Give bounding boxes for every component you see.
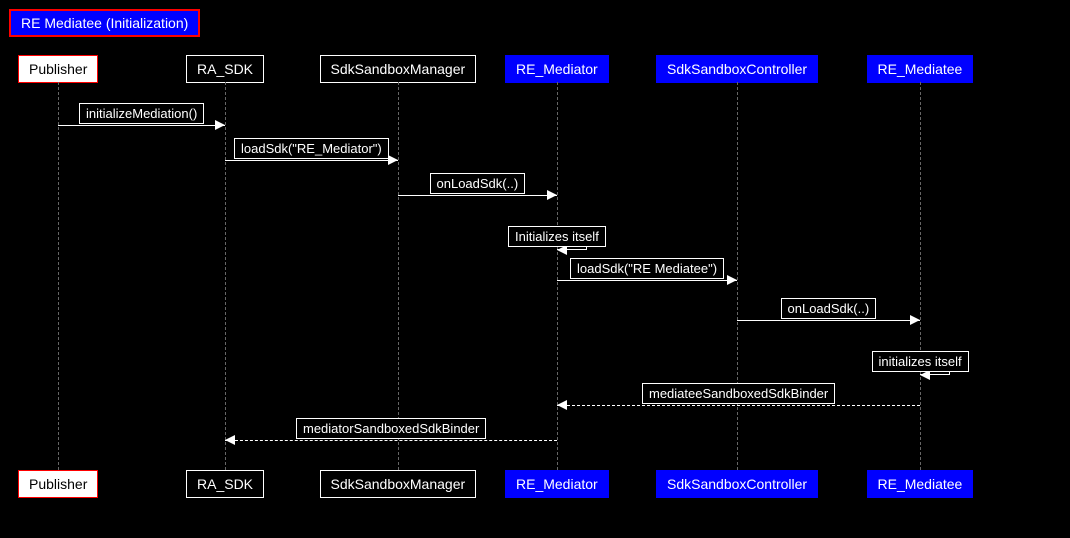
message-arrow-4 xyxy=(557,280,737,281)
message-label-8: mediatorSandboxedSdkBinder xyxy=(296,418,486,439)
participant-med: RE_Mediator xyxy=(505,470,609,498)
arrowhead-icon xyxy=(910,315,920,325)
participant-pub: Publisher xyxy=(18,470,98,498)
message-arrow-0 xyxy=(58,125,225,126)
message-label-6: initializes itself xyxy=(872,351,969,372)
message-label-5: onLoadSdk(..) xyxy=(781,298,877,319)
participant-ra: RA_SDK xyxy=(186,470,264,498)
message-arrow-2 xyxy=(398,195,557,196)
message-arrow-1 xyxy=(225,160,398,161)
message-label-4: loadSdk("RE Mediatee") xyxy=(570,258,724,279)
lifeline-pub xyxy=(58,82,59,470)
participant-ssm: SdkSandboxManager xyxy=(320,470,477,498)
arrowhead-icon xyxy=(547,190,557,200)
lifeline-mee xyxy=(920,82,921,470)
lifeline-med xyxy=(557,82,558,470)
arrowhead-icon xyxy=(388,155,398,165)
participant-ssm: SdkSandboxManager xyxy=(320,55,477,83)
message-label-7: mediateeSandboxedSdkBinder xyxy=(642,383,835,404)
arrowhead-icon xyxy=(557,400,567,410)
message-label-2: onLoadSdk(..) xyxy=(430,173,526,194)
arrowhead-icon xyxy=(727,275,737,285)
message-label-0: initializeMediation() xyxy=(79,103,204,124)
message-arrow-5 xyxy=(737,320,920,321)
participant-mee: RE_Mediatee xyxy=(867,55,974,83)
participant-mee: RE_Mediatee xyxy=(867,470,974,498)
message-label-3: Initializes itself xyxy=(508,226,606,247)
participant-pub: Publisher xyxy=(18,55,98,83)
diagram-title: RE Mediatee (Initialization) xyxy=(9,9,200,37)
arrowhead-icon xyxy=(215,120,225,130)
participant-med: RE_Mediator xyxy=(505,55,609,83)
participant-ssc: SdkSandboxController xyxy=(656,55,818,83)
participant-ssc: SdkSandboxController xyxy=(656,470,818,498)
diagram-title-text: RE Mediatee (Initialization) xyxy=(21,15,188,31)
arrowhead-icon xyxy=(225,435,235,445)
lifeline-ssm xyxy=(398,82,399,470)
message-arrow-7 xyxy=(557,405,920,406)
message-arrow-8 xyxy=(225,440,557,441)
lifeline-ra xyxy=(225,82,226,470)
lifeline-ssc xyxy=(737,82,738,470)
message-label-1: loadSdk("RE_Mediator") xyxy=(234,138,389,159)
participant-ra: RA_SDK xyxy=(186,55,264,83)
